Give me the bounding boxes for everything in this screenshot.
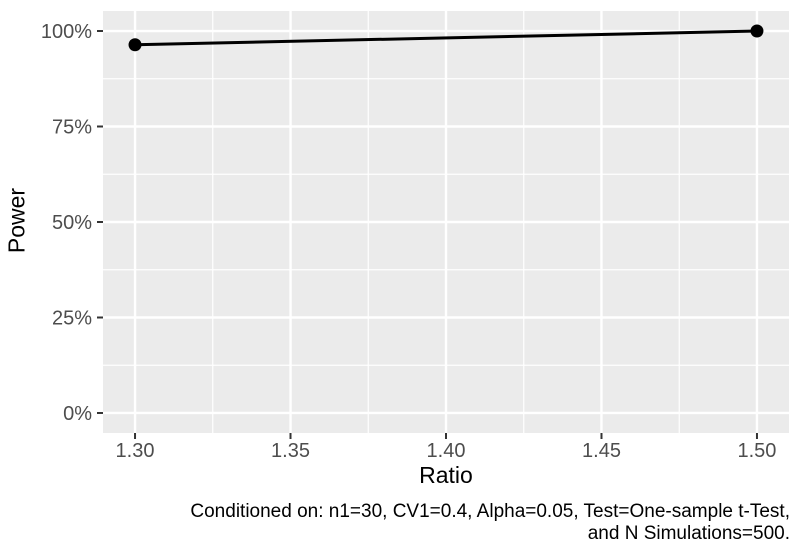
x-axis-title: Ratio: [419, 462, 473, 488]
y-axis-title: Power: [3, 187, 30, 254]
x-tick-label: 1.35: [271, 440, 310, 462]
x-tick-label: 1.30: [116, 440, 155, 462]
x-tick-label: 1.50: [738, 440, 777, 462]
caption-line-2: and N Simulations=500.: [587, 523, 790, 544]
y-tick-label: 100%: [41, 21, 92, 43]
data-point: [128, 38, 142, 52]
y-tick-label: 25%: [52, 307, 92, 329]
series-line: [134, 29, 758, 47]
caption-line-1: Conditioned on: n1=30, CV1=0.4, Alpha=0.…: [190, 501, 790, 522]
x-tick-label: 1.45: [582, 440, 621, 462]
data-point: [750, 24, 764, 38]
y-tick-label: 50%: [52, 212, 92, 234]
y-tick-label: 75%: [52, 117, 92, 139]
plot-caption: Conditioned on: n1=30, CV1=0.4, Alpha=0.…: [130, 501, 790, 545]
y-tick-label: 0%: [63, 403, 92, 425]
x-tick-label: 1.40: [427, 440, 466, 462]
